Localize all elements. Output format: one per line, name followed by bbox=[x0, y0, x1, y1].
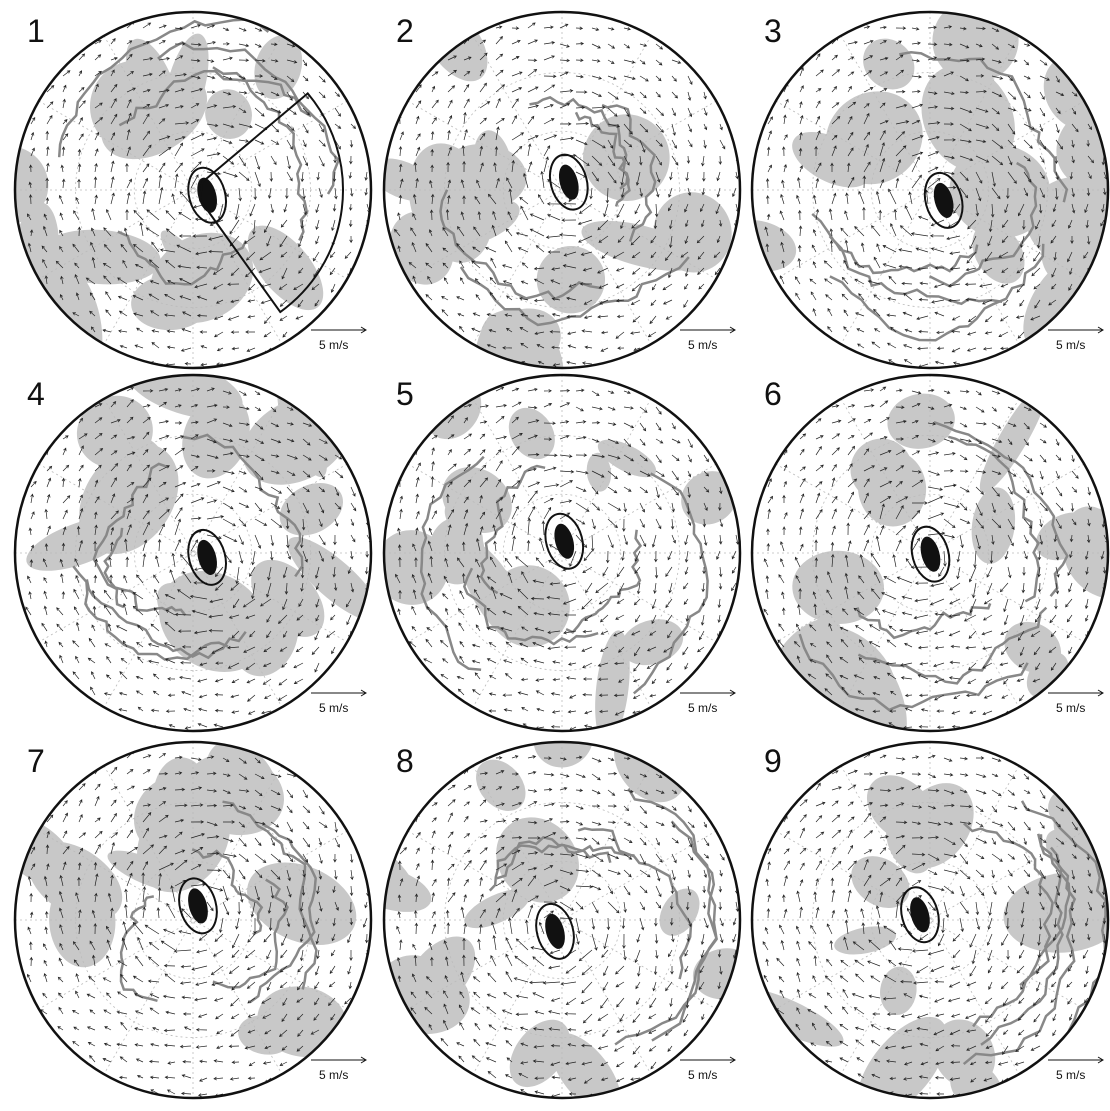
map-panel: 7 5 m/s bbox=[0, 727, 371, 1098]
scale-label: 5 m/s bbox=[1056, 701, 1085, 715]
panel-label: 1 bbox=[27, 13, 45, 49]
scale-label: 5 m/s bbox=[319, 338, 348, 352]
scale-arrow bbox=[1048, 1057, 1103, 1063]
map-area bbox=[715, 0, 1110, 368]
map-area bbox=[728, 742, 1110, 1111]
panel-label: 3 bbox=[764, 13, 782, 49]
scale-arrow bbox=[311, 690, 366, 696]
scale-arrow bbox=[311, 1057, 366, 1063]
scale-arrow bbox=[680, 690, 735, 696]
map-panel: 1 5 m/s bbox=[0, 12, 372, 382]
panel-label: 4 bbox=[27, 376, 45, 412]
scale-arrow bbox=[1048, 327, 1103, 333]
panel-label: 7 bbox=[27, 743, 45, 779]
map-area bbox=[0, 727, 371, 1098]
scale-label: 5 m/s bbox=[319, 701, 348, 715]
map-panel: 8 5 m/s bbox=[340, 698, 760, 1111]
scale-label: 5 m/s bbox=[688, 701, 717, 715]
scale-arrow bbox=[680, 327, 735, 333]
panel-label: 8 bbox=[396, 743, 414, 779]
panel-label: 9 bbox=[764, 743, 782, 779]
map-panel: 3 5 m/s bbox=[715, 0, 1110, 368]
map-panel: 4 5 m/s bbox=[15, 345, 392, 731]
panel-label: 6 bbox=[764, 376, 782, 412]
map-panel: 5 5 m/s bbox=[362, 369, 747, 746]
scale-label: 5 m/s bbox=[1056, 338, 1085, 352]
scale-label: 5 m/s bbox=[319, 1068, 348, 1082]
map-area bbox=[362, 369, 747, 746]
map-panel: 9 5 m/s bbox=[728, 742, 1110, 1111]
map-panel: 2 5 m/s bbox=[364, 0, 745, 436]
panel-label: 5 bbox=[396, 376, 414, 412]
scale-arrow bbox=[680, 1057, 735, 1063]
map-area bbox=[364, 0, 745, 436]
figure: 1 5 m/s 2 5 m/s 3 5 m/s 4 5 m/s 5 5 m/s 6 5 m/s 7 5 m… bbox=[0, 0, 1110, 1111]
map-area bbox=[15, 345, 392, 731]
map-panel: 6 5 m/s bbox=[752, 375, 1110, 759]
map-area bbox=[0, 12, 372, 382]
scale-label: 5 m/s bbox=[688, 338, 717, 352]
scale-label: 5 m/s bbox=[688, 1068, 717, 1082]
panel-label: 2 bbox=[396, 13, 414, 49]
scale-label: 5 m/s bbox=[1056, 1068, 1085, 1082]
scale-arrow bbox=[1048, 690, 1103, 696]
scale-arrow bbox=[311, 327, 366, 333]
